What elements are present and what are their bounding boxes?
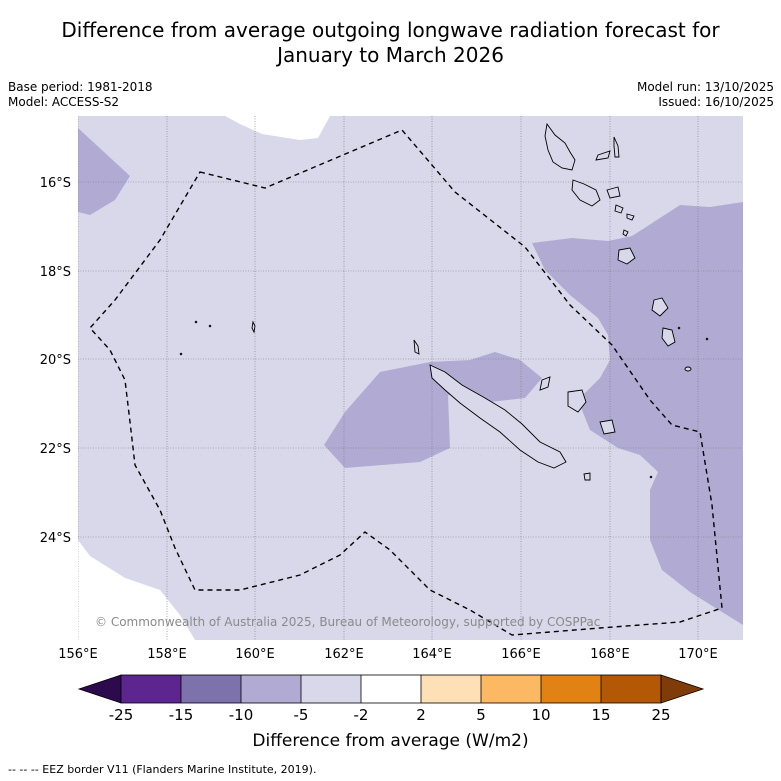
base-period: Base period: 1981-2018: [8, 80, 153, 94]
colorbar-tick: 2: [416, 706, 426, 724]
loyalty-lifou: [567, 389, 587, 413]
eez-border: [89, 129, 723, 636]
isle-of-pines: [583, 472, 591, 481]
islet-4: [677, 326, 681, 330]
chesterfield-isle: [251, 320, 256, 334]
colorbar-tick: 15: [591, 706, 610, 724]
colorbar-tick: -10: [229, 706, 254, 724]
lat-label: 18°S: [40, 265, 71, 280]
model-run: Model run: 13/10/2025: [636, 80, 774, 94]
colorbar-segment: [421, 675, 481, 703]
loyalty-ouvea: [539, 376, 551, 391]
vanuatu-efate: [614, 204, 624, 214]
lon-label: 166°E: [501, 647, 541, 662]
vanuatu-ambae: [595, 150, 611, 161]
anomaly-neutral-region-southwest: [78, 540, 195, 640]
vanuatu-aneityum: [651, 297, 669, 317]
lat-label: 22°S: [40, 442, 71, 457]
title-line-1: Difference from average outgoing longwav…: [61, 18, 720, 42]
vanuatu-erromango: [617, 247, 636, 265]
meta-left: Base period: 1981-2018 Model: ACCESS-S2: [8, 80, 153, 110]
copyright-text: © Commonwealth of Australia 2025, Bureau…: [95, 615, 600, 629]
graticule: [78, 116, 743, 640]
vanuatu-maewo: [613, 136, 620, 158]
colorbar-tick: -2: [354, 706, 369, 724]
colorbar-segment: [241, 675, 301, 703]
colorbar-segment: [181, 675, 241, 703]
eez-legend-footer: -- -- -- EEZ border V11 (Flanders Marine…: [8, 763, 317, 776]
new-caledonia-island: [429, 364, 567, 469]
longitude-labels: 156°E 158°E 160°E 162°E 164°E 166°E 168°…: [58, 647, 718, 662]
colorbar-segment: [541, 675, 601, 703]
belep-isles: [413, 339, 420, 355]
anomaly-medium-region-center: [324, 352, 542, 468]
chart-title: Difference from average outgoing longwav…: [0, 18, 781, 68]
vanuatu-pentecost: [606, 186, 621, 199]
colorbar-tick: 25: [651, 706, 670, 724]
colorbar-label: Difference from average (W/m2): [252, 731, 529, 751]
vanuatu-malekula: [571, 179, 601, 207]
colorbar-frame: [120, 674, 662, 704]
colorbar-segment: [301, 675, 361, 703]
colorbar-arrow-high: [660, 674, 705, 704]
issued-date: Issued: 16/10/2025: [658, 95, 774, 109]
model-name: Model: ACCESS-S2: [8, 95, 120, 109]
anomaly-medium-region-northwest: [78, 128, 130, 215]
islet-1: [194, 320, 198, 324]
colorbar-segment: [601, 675, 661, 703]
colorbar-tick: -25: [109, 706, 134, 724]
lon-label: 162°E: [324, 647, 364, 662]
lat-label: 20°S: [40, 353, 71, 368]
lon-label: 156°E: [58, 647, 98, 662]
colorbar-tick: 10: [531, 706, 550, 724]
latitude-labels: 16°S 18°S 20°S 22°S 24°S: [40, 176, 71, 546]
vanuatu-espiritu-santo: [544, 122, 576, 171]
lat-label: 16°S: [40, 176, 71, 191]
islet-3: [179, 352, 183, 356]
colorbar-arrow-low: [77, 674, 122, 704]
vanuatu-small-isle: [626, 213, 635, 221]
anomaly-medium-region-east: [532, 202, 743, 625]
lon-label: 168°E: [590, 647, 630, 662]
anomaly-neutral-region-north: [225, 116, 330, 140]
colorbar-tick: -5: [294, 706, 309, 724]
coastlines: [179, 122, 709, 481]
title-line-2: January to March 2026: [277, 43, 504, 67]
colorbar-ticks: -25 -15 -10 -5 -2 2 5 10 15 25: [109, 706, 671, 724]
lon-label: 160°E: [235, 647, 275, 662]
colorbar-segment: [121, 675, 181, 703]
lat-label: 24°S: [40, 531, 71, 546]
colorbar-segment: [481, 675, 541, 703]
lon-label: 158°E: [147, 647, 187, 662]
walpole-isle: [684, 366, 692, 372]
loyalty-mare: [599, 419, 616, 435]
colorbar-segment: [361, 675, 421, 703]
lon-label: 164°E: [412, 647, 452, 662]
islet-2: [208, 324, 212, 328]
islet-6: [649, 475, 653, 479]
colorbar-tick: -15: [169, 706, 194, 724]
loyalty-isle: [661, 327, 676, 347]
colorbar-tick: 5: [476, 706, 486, 724]
islet-5: [705, 337, 709, 341]
colorbar: -25 -15 -10 -5 -2 2 5 10 15 25: [77, 674, 705, 724]
map-area: © Commonwealth of Australia 2025, Bureau…: [78, 116, 743, 640]
colorbar-dividers: [180, 675, 602, 703]
meta-right: Model run: 13/10/2025 Issued: 16/10/2025: [637, 80, 774, 110]
vanuatu-tanna: [622, 229, 629, 237]
lon-label: 170°E: [678, 647, 718, 662]
